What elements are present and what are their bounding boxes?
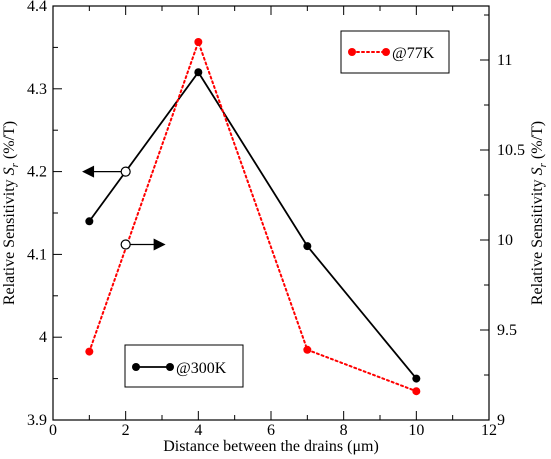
series-line-300k: [88, 70, 418, 380]
data-point: [412, 374, 421, 383]
x-tick-label: 4: [194, 422, 202, 439]
legend-marker-300k: [132, 363, 140, 371]
x-tick-label: 0: [49, 422, 57, 439]
legend-label-300k: @300K: [176, 360, 227, 377]
data-point: [194, 68, 203, 77]
data-point: [412, 387, 421, 396]
y-left-tick-label: 4.4: [27, 0, 47, 15]
y-left-tick-label: 4.2: [27, 164, 47, 181]
arrow-right-icon: [153, 238, 166, 251]
y-right-tick-label: 9.5: [497, 322, 517, 339]
y-left-axis-title: Relative Sensitivity Sr (%/T): [1, 121, 21, 305]
x-tick-label: 6: [267, 422, 275, 439]
data-point: [303, 242, 312, 251]
legend-label-77k: @77K: [392, 45, 435, 62]
legend-box-300k: [124, 344, 244, 388]
y-right-tick-label: 10.5: [497, 142, 525, 159]
legend-marker-77k: [348, 48, 356, 56]
y-right-tick-label: 10: [497, 232, 513, 249]
y-right-tick-label: 9: [497, 412, 505, 429]
open-circle-marker: [120, 239, 131, 250]
y-left-tick-label: 4.1: [27, 246, 47, 263]
legend-marker-77k: [382, 48, 390, 56]
data-point: [85, 217, 94, 226]
arrow-left-icon: [82, 165, 95, 178]
x-tick-label: 10: [408, 422, 424, 439]
open-circle-marker: [120, 166, 131, 177]
y-right-axis-title: Relative Sensitivity Sr (%/T): [529, 121, 549, 305]
data-point: [194, 38, 203, 46]
x-axis-title: Distance between the drains (μm): [163, 438, 379, 455]
y-left-tick-label: 4.3: [27, 81, 47, 98]
data-point: [303, 345, 312, 354]
data-point: [85, 347, 94, 356]
y-left-tick-label: 4: [39, 329, 47, 346]
series-line-77k: [88, 38, 418, 393]
x-tick-label: 8: [340, 422, 348, 439]
x-tick-label: 12: [481, 422, 497, 439]
y-right-tick-label: 11: [497, 52, 512, 69]
x-tick-label: 2: [122, 422, 130, 439]
y-left-tick-label: 3.9: [27, 412, 47, 429]
legend-marker-300k: [166, 363, 174, 371]
